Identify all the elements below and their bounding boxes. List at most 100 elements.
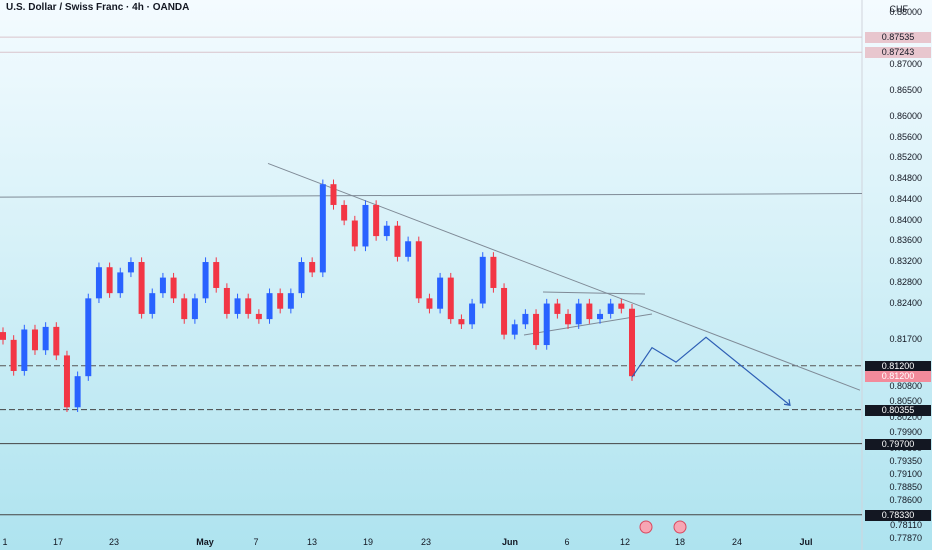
y-tick-label: 0.82400 bbox=[889, 297, 922, 308]
y-tick-label: 0.78110 bbox=[890, 520, 922, 531]
candle-body bbox=[10, 339, 17, 371]
y-tick-label: 0.79100 bbox=[889, 468, 922, 479]
candle-body bbox=[117, 272, 124, 294]
candle-body bbox=[255, 313, 262, 320]
y-tick-label: 0.86000 bbox=[889, 110, 922, 121]
candle-body bbox=[287, 293, 294, 309]
candle-body bbox=[330, 184, 337, 205]
price-axis[interactable]: CHF 0.88000 0.87000 0.86500 0.86000 0.85600 0… bbox=[862, 0, 932, 550]
price-badge: 0.81200 bbox=[865, 360, 931, 372]
candle-body bbox=[373, 204, 380, 237]
candle-body bbox=[341, 204, 348, 221]
candle-body bbox=[447, 277, 454, 320]
candle-body bbox=[511, 324, 518, 335]
event-flag-icon bbox=[639, 520, 653, 534]
candle-body bbox=[554, 303, 561, 314]
candle-body bbox=[21, 329, 28, 371]
candle-body bbox=[127, 262, 134, 273]
candle-body bbox=[469, 303, 476, 325]
candle-body bbox=[138, 262, 145, 314]
x-tick-label: 18 bbox=[674, 537, 686, 547]
candle-body bbox=[458, 319, 465, 325]
candle-body bbox=[501, 287, 508, 335]
candle-body bbox=[191, 298, 198, 320]
candle-body bbox=[63, 355, 70, 408]
candle-body bbox=[245, 298, 252, 314]
y-tick-label: 0.78850 bbox=[889, 481, 922, 492]
candle-body bbox=[479, 256, 486, 304]
price-badge: 0.79700 bbox=[865, 438, 931, 450]
candle-body bbox=[213, 262, 220, 288]
y-tick-label: 0.84000 bbox=[889, 214, 922, 225]
x-tick-label: 17 bbox=[52, 537, 64, 547]
y-tick-label: 0.81700 bbox=[889, 333, 922, 344]
y-tick-label: 0.80500 bbox=[889, 396, 922, 407]
y-tick-label: 0.79350 bbox=[889, 455, 922, 466]
y-tick-label: 0.80200 bbox=[889, 411, 922, 422]
resistance-line bbox=[0, 193, 863, 198]
candle-body bbox=[490, 256, 497, 288]
candle-body bbox=[362, 204, 369, 247]
y-tick-label: 0.80800 bbox=[889, 380, 922, 391]
candle-body bbox=[415, 241, 422, 299]
candle-body bbox=[522, 313, 529, 325]
chart-title: U.S. Dollar / Swiss Franc · 4h · OANDA bbox=[6, 2, 190, 13]
x-tick-label: 6 bbox=[564, 537, 570, 547]
x-tick-label: 7 bbox=[253, 537, 259, 547]
candle-body bbox=[234, 298, 241, 314]
candle-body bbox=[586, 303, 593, 320]
candle-body bbox=[277, 293, 284, 309]
candle-body bbox=[159, 277, 166, 294]
candle-body bbox=[74, 376, 81, 408]
y-tick-label: 0.85200 bbox=[889, 152, 922, 163]
candle-body bbox=[170, 277, 177, 299]
candle-body bbox=[223, 287, 230, 314]
candle-body bbox=[149, 293, 156, 314]
x-tick-label: Jul bbox=[799, 537, 813, 547]
candle-body bbox=[351, 220, 358, 247]
candle-body bbox=[383, 225, 390, 237]
y-tick-label: 0.85600 bbox=[889, 131, 922, 142]
y-tick-label: 0.79900 bbox=[889, 427, 922, 438]
projection-arrowhead bbox=[783, 399, 791, 406]
y-tick-label: 0.82800 bbox=[889, 276, 922, 287]
x-tick-label: 1 bbox=[2, 537, 8, 547]
candle-body bbox=[533, 313, 540, 346]
y-tick-label: 0.78600 bbox=[889, 494, 922, 505]
candle-body bbox=[298, 262, 305, 294]
event-flag-icon bbox=[673, 520, 687, 534]
candle-body bbox=[266, 293, 273, 320]
y-tick-label: 0.83600 bbox=[889, 235, 922, 246]
candle-body bbox=[426, 298, 433, 309]
currency-label: CHF bbox=[889, 4, 909, 14]
price-badge: 0.87243 bbox=[865, 47, 931, 59]
candle-body bbox=[31, 329, 38, 351]
candle-body bbox=[53, 326, 60, 356]
price-badge: 0.81200 bbox=[865, 370, 931, 382]
x-tick-label: 13 bbox=[306, 537, 318, 547]
candle-body bbox=[597, 313, 604, 320]
y-tick-label: 0.77870 bbox=[889, 532, 922, 543]
x-tick-label: Jun bbox=[501, 537, 519, 547]
y-tick-label: 0.86500 bbox=[889, 84, 922, 95]
y-tick-label: 0.84400 bbox=[889, 193, 922, 204]
y-tick-label: 0.83200 bbox=[889, 256, 922, 267]
x-tick-label: 24 bbox=[731, 537, 743, 547]
candle-body bbox=[202, 262, 209, 299]
candle-body bbox=[565, 313, 572, 325]
candle-body bbox=[95, 267, 102, 299]
candle-body bbox=[85, 298, 92, 377]
x-tick-label: 23 bbox=[420, 537, 432, 547]
descending-trendline bbox=[267, 162, 861, 391]
candle-body bbox=[437, 277, 444, 309]
projection-path bbox=[631, 336, 791, 406]
triangle-upper bbox=[542, 291, 646, 295]
candle-body bbox=[309, 262, 316, 273]
candle-body bbox=[575, 303, 582, 325]
candle-body bbox=[629, 308, 635, 377]
candle-body bbox=[319, 184, 326, 273]
y-tick-label: 0.87000 bbox=[889, 58, 922, 69]
y-tick-label: 0.84800 bbox=[889, 173, 922, 183]
